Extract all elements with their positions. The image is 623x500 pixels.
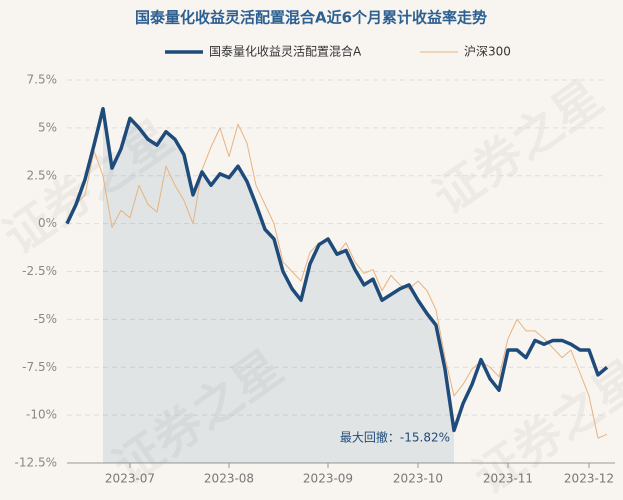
y-tick-label: -7.5%	[22, 360, 57, 374]
y-tick-label: 0%	[38, 216, 57, 230]
legend-label: 国泰量化收益灵活配置混合A	[209, 44, 362, 59]
y-tick-label: 7.5%	[27, 73, 58, 87]
drawdown-label: 最大回撤：-15.82%	[340, 430, 450, 445]
line-series	[65, 106, 609, 433]
drawdown-area	[103, 108, 454, 463]
y-tick-label: 2.5%	[27, 168, 58, 182]
x-tick-label: 2023-12	[564, 472, 614, 486]
x-tick-label: 2023-09	[303, 472, 353, 486]
y-tick-label: -2.5%	[22, 264, 57, 278]
y-tick-label: -12.5%	[15, 456, 57, 470]
y-tick-label: -5%	[34, 312, 57, 326]
x-tick-label: 2023-08	[204, 472, 254, 486]
legend-label: 沪深300	[464, 45, 511, 59]
x-tick-label: 2023-07	[105, 472, 155, 486]
chart-title: 国泰量化收益灵活配置混合A近6个月累计收益率走势	[135, 9, 487, 27]
y-tick-label: -10%	[26, 408, 57, 422]
x-tick-label: 2023-11	[483, 472, 533, 486]
y-tick-label: 5%	[38, 120, 57, 134]
x-tick-label: 2023-10	[393, 472, 443, 486]
